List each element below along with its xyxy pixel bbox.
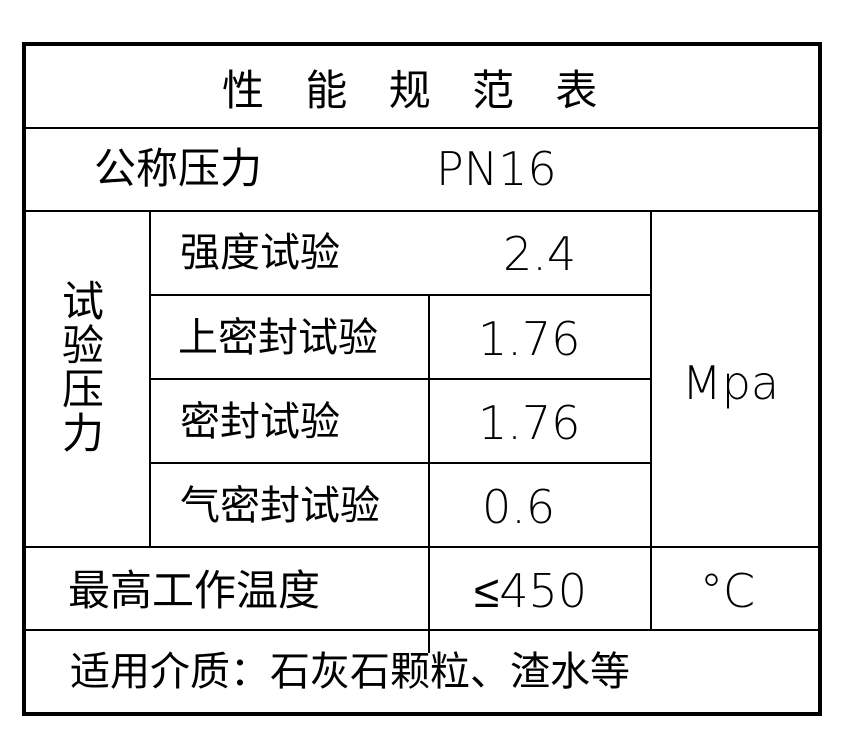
divider	[24, 546, 820, 548]
divider	[428, 295, 430, 653]
applicable-medium: 适用介质：石灰石颗粒、渣水等	[70, 649, 630, 695]
table-title: 性 能 规 范 表	[222, 66, 612, 115]
divider	[24, 210, 820, 212]
divider	[149, 211, 151, 547]
divider	[24, 127, 820, 129]
nominal-pressure-label: 公称压力	[94, 144, 263, 193]
divider	[24, 629, 820, 631]
divider	[150, 294, 651, 296]
divider	[150, 378, 651, 380]
test-pressure-group-label: 试 验 压 力	[61, 277, 104, 458]
temperature-unit: °C	[700, 564, 756, 618]
spec-table-frame	[22, 42, 822, 716]
row-value-strength-test: 2.4	[503, 227, 577, 281]
row-label-strength-test: 强度试验	[180, 230, 340, 276]
row-label-air-seal-test: 气密封试验	[180, 483, 380, 529]
row-label-seal-test: 密封试验	[180, 399, 340, 445]
row-value-air-seal-test: 0.6	[482, 480, 556, 534]
row-value-upper-seal-test: 1.76	[478, 312, 581, 366]
divider	[150, 462, 651, 464]
row-label-upper-seal-test: 上密封试验	[178, 315, 378, 361]
max-temperature-label: 最高工作温度	[68, 566, 321, 615]
pressure-unit: Mpa	[682, 356, 780, 410]
row-value-seal-test: 1.76	[478, 396, 581, 450]
max-temperature-value: ≤450	[474, 564, 588, 618]
divider	[650, 211, 652, 630]
nominal-pressure-value: PN16	[436, 142, 557, 196]
